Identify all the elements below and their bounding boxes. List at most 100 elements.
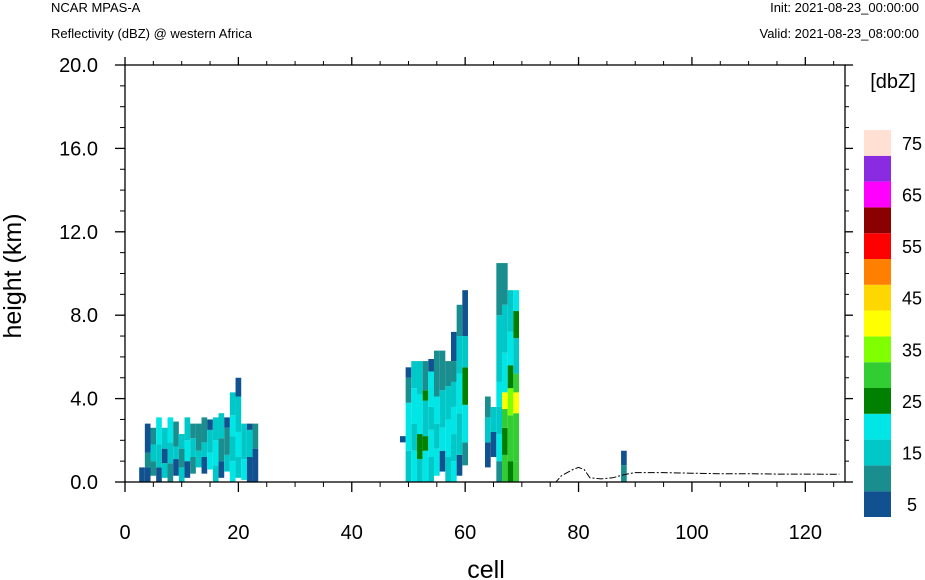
reflectivity-cell — [144, 452, 151, 468]
colorbar-tick-label: 55 — [902, 237, 922, 257]
x-tick-label: 80 — [567, 522, 589, 544]
reflectivity-cell — [445, 386, 451, 420]
reflectivity-cell — [422, 400, 429, 437]
reflectivity-cell — [507, 365, 514, 389]
reflectivity-cell — [450, 434, 457, 462]
reflectivity-cells — [139, 263, 627, 482]
colorbar-tick-label: 75 — [902, 134, 922, 154]
reflectivity-cell — [190, 456, 196, 474]
reflectivity-cell — [456, 336, 463, 374]
colorbar: 5 15 25 35 45 55 65 75 — [864, 130, 922, 517]
reflectivity-cell — [218, 438, 225, 462]
reflectivity-cell — [207, 429, 213, 453]
reflectivity-cell — [405, 377, 412, 403]
reflectivity-cell — [224, 427, 230, 455]
colorbar-swatch — [864, 130, 891, 156]
reflectivity-cell — [456, 304, 463, 337]
reflectivity-cell — [490, 431, 497, 457]
x-axis-label: cell — [467, 556, 505, 580]
colorbar-swatch — [864, 388, 891, 414]
reflectivity-cell — [246, 429, 253, 457]
reflectivity-cell — [502, 263, 508, 305]
colorbar-swatch — [864, 284, 891, 311]
reflectivity-cell — [513, 311, 520, 339]
y-tick-label: 20.0 — [59, 55, 98, 77]
reflectivity-cell — [173, 459, 179, 476]
reflectivity-cell — [178, 448, 185, 468]
reflectivity-cell — [235, 396, 242, 432]
reflectivity-cell — [462, 367, 468, 405]
reflectivity-cell — [161, 463, 168, 478]
reflectivity-cell — [399, 436, 406, 443]
x-tick-label: 20 — [227, 522, 249, 544]
reflectivity-cell — [422, 390, 429, 401]
reflectivity-cell — [456, 454, 463, 476]
reflectivity-cell — [428, 406, 434, 430]
reflectivity-cell — [496, 461, 503, 482]
reflectivity-cell — [502, 392, 508, 410]
reflectivity-cell — [507, 388, 514, 416]
colorbar-swatch — [864, 336, 891, 363]
reflectivity-cell — [502, 427, 508, 455]
reflectivity-cell — [439, 450, 446, 472]
reflectivity-cell — [416, 361, 423, 395]
reflectivity-cell — [450, 361, 457, 382]
reflectivity-cell — [229, 461, 236, 482]
terrain-line — [125, 466, 840, 483]
y-tick-label: 12.0 — [59, 222, 98, 244]
reflectivity-cell — [156, 467, 162, 482]
reflectivity-cell — [190, 438, 196, 457]
axis-ticks: 0.0 4.0 8.0 12.0 16.0 20.0 0 20 40 60 80 100 120 — [59, 55, 853, 544]
colorbar-swatch — [864, 181, 891, 208]
reflectivity-cell — [246, 456, 253, 482]
colorbar-swatch — [864, 439, 891, 466]
reflectivity-cell — [496, 315, 503, 382]
reflectivity-cell — [496, 434, 503, 462]
reflectivity-cell — [207, 452, 213, 470]
reflectivity-cell — [235, 456, 242, 478]
reflectivity-cell — [246, 423, 253, 430]
reflectivity-cell — [167, 442, 174, 464]
reflectivity-cell — [502, 304, 508, 353]
reflectivity-cell — [450, 461, 457, 482]
reflectivity-cell — [433, 350, 440, 397]
colorbar-tick-label: 25 — [902, 392, 922, 412]
reflectivity-cell — [507, 290, 514, 332]
reflectivity-cell — [416, 459, 423, 482]
reflectivity-cell — [218, 461, 225, 478]
reflectivity-cell — [178, 434, 185, 449]
reflectivity-cell — [621, 465, 627, 482]
reflectivity-cell — [144, 467, 151, 482]
reflectivity-cell — [405, 402, 412, 451]
reflectivity-cell — [433, 396, 440, 424]
y-tick-label: 16.0 — [59, 138, 98, 160]
x-tick-label: 120 — [789, 522, 822, 544]
reflectivity-cell — [450, 381, 457, 407]
reflectivity-cell — [462, 404, 468, 443]
reflectivity-cell — [513, 290, 520, 312]
reflectivity-cell — [450, 331, 457, 362]
reflectivity-cell — [513, 461, 520, 482]
reflectivity-cell — [411, 361, 417, 389]
reflectivity-cell — [229, 415, 236, 437]
reflectivity-cell — [496, 406, 503, 435]
reflectivity-cell — [445, 361, 451, 387]
reflectivity-cell — [184, 440, 191, 462]
reflectivity-cell — [462, 290, 468, 337]
x-tick-label: 60 — [454, 522, 476, 544]
reflectivity-cell — [502, 454, 508, 482]
colorbar-tick-label: 35 — [902, 340, 922, 360]
colorbar-swatch — [864, 362, 891, 388]
colorbar-tick-label: 45 — [902, 289, 922, 309]
reflectivity-cell — [252, 423, 259, 449]
reflectivity-cell — [161, 427, 168, 449]
reflectivity-cell — [411, 450, 417, 482]
reflectivity-cell — [195, 450, 202, 468]
reflectivity-cell — [422, 450, 429, 482]
reflectivity-cell — [150, 427, 157, 445]
reflectivity-cell — [428, 371, 434, 407]
reflectivity-cell — [184, 417, 191, 441]
reflectivity-cell — [462, 442, 468, 466]
y-tick-label: 8.0 — [70, 305, 98, 327]
